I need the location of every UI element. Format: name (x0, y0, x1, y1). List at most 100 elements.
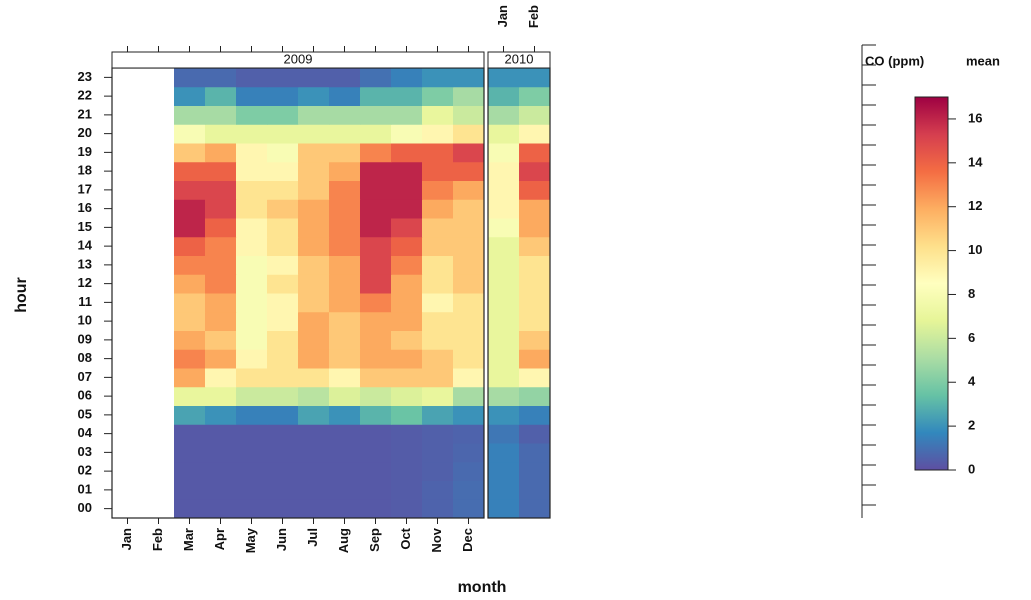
y-tick-label: 11 (78, 294, 92, 309)
heat-cell (329, 405, 361, 425)
heat-cell (205, 386, 237, 406)
heat-cell (236, 180, 268, 200)
heat-cell (453, 405, 485, 425)
heat-cell (267, 461, 299, 481)
heat-cell (174, 124, 206, 144)
heat-cell (236, 424, 268, 444)
heat-cell (422, 443, 454, 463)
heat-cell (360, 105, 392, 125)
heat-cell (488, 330, 520, 350)
heat-cell (488, 236, 520, 256)
heat-cell (391, 255, 423, 275)
heat-cell (519, 236, 551, 256)
heat-cell (329, 255, 361, 275)
heat-cell (205, 86, 237, 106)
heat-cell (267, 161, 299, 181)
heat-cell (519, 349, 551, 369)
heat-cell (488, 424, 520, 444)
y-tick-label: 10 (78, 313, 92, 328)
heat-cell (267, 293, 299, 313)
heat-cell (298, 368, 330, 388)
heat-cell (329, 461, 361, 481)
heat-cell (298, 424, 330, 444)
heat-cell (488, 443, 520, 463)
heat-cell (205, 293, 237, 313)
heat-cell (360, 311, 392, 331)
heat-cell (236, 68, 268, 88)
heat-cell (453, 424, 485, 444)
heat-cell (391, 105, 423, 125)
heat-cell (236, 124, 268, 144)
heat-cell (267, 143, 299, 163)
heat-cell (360, 405, 392, 425)
heat-cell (205, 405, 237, 425)
heat-cell (453, 293, 485, 313)
heat-cell (205, 424, 237, 444)
heat-cell (519, 443, 551, 463)
heat-cell (267, 218, 299, 238)
heat-cell (519, 386, 551, 406)
heat-cell (360, 143, 392, 163)
heat-cell (422, 86, 454, 106)
y-tick-label: 02 (78, 463, 92, 478)
heat-cell (267, 311, 299, 331)
heat-cell (205, 143, 237, 163)
colorbar-tick-label: 12 (968, 198, 982, 213)
heat-cell (267, 199, 299, 219)
heat-cell (174, 480, 206, 500)
heat-cell (236, 236, 268, 256)
heat-cell (329, 124, 361, 144)
heat-cell (205, 311, 237, 331)
heat-cell (329, 218, 361, 238)
heat-cell (391, 124, 423, 144)
heat-cell (298, 405, 330, 425)
heat-cell (236, 105, 268, 125)
heat-cell (360, 443, 392, 463)
heat-cell (422, 236, 454, 256)
heat-cell (519, 274, 551, 294)
heat-cell (174, 86, 206, 106)
heat-cell (519, 199, 551, 219)
heat-cell (422, 68, 454, 88)
heat-cell (422, 105, 454, 125)
heat-cell (453, 330, 485, 350)
heat-cell (298, 161, 330, 181)
heat-cell (453, 161, 485, 181)
heat-cell (360, 499, 392, 519)
x-tick-label: Mar (181, 528, 196, 551)
heat-cell (267, 386, 299, 406)
y-tick-label: 05 (78, 406, 92, 421)
heat-cell (453, 480, 485, 500)
y-tick-label: 13 (78, 256, 92, 271)
heat-cell (205, 236, 237, 256)
heat-cell (329, 180, 361, 200)
colorbar-tick-label: 8 (968, 286, 975, 301)
heat-cell (267, 330, 299, 350)
heat-cell (519, 311, 551, 331)
x-tick-label: Jul (305, 528, 320, 547)
x-tick-label: Jan (119, 528, 134, 550)
heat-cell (488, 461, 520, 481)
heat-cell (174, 293, 206, 313)
heat-cell (298, 86, 330, 106)
heat-cell (360, 236, 392, 256)
heat-cell (298, 293, 330, 313)
heat-cell (391, 349, 423, 369)
heat-cell (488, 199, 520, 219)
heat-cell (298, 274, 330, 294)
heat-cell (236, 199, 268, 219)
y-tick-label: 09 (78, 331, 92, 346)
heat-cell (519, 105, 551, 125)
heat-cell (391, 68, 423, 88)
heat-cell (453, 218, 485, 238)
heat-cell (329, 330, 361, 350)
heat-cell (236, 143, 268, 163)
y-axis-label: hour (13, 277, 30, 313)
heat-cell (453, 255, 485, 275)
heat-cell (329, 424, 361, 444)
heat-cell (174, 105, 206, 125)
heat-cell (329, 161, 361, 181)
heat-cell (422, 255, 454, 275)
x-tick-label: Feb (150, 528, 165, 551)
